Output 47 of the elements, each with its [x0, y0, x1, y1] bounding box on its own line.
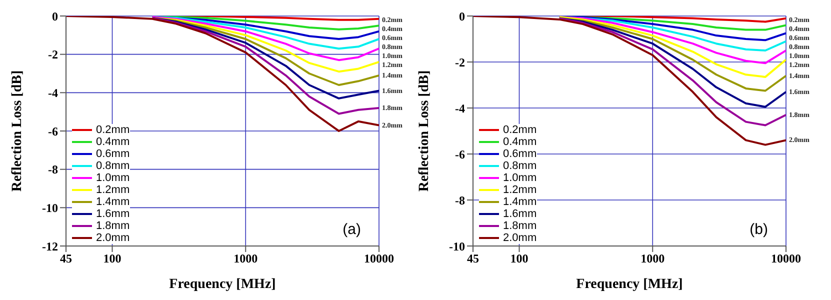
x-tick-label: 45 — [467, 252, 479, 266]
x-tick-label: 1000 — [234, 252, 258, 266]
legend-label: 1.0mm — [96, 172, 130, 184]
legend-label: 1.2mm — [503, 184, 537, 196]
annotation: (a) — [342, 221, 361, 238]
y-tick-label: -6 — [455, 147, 465, 162]
y-tick-label: -10 — [42, 200, 58, 215]
y-tick-label: -10 — [449, 239, 465, 254]
y-tick-label: 0 — [459, 9, 465, 24]
y-tick-label: -12 — [42, 239, 58, 254]
x-axis-title: Frequency [MHz] — [169, 277, 276, 292]
legend-label: 1.0mm — [503, 172, 537, 184]
legend-label: 1.8mm — [96, 220, 130, 232]
legend-label: 1.6mm — [503, 208, 537, 220]
legend-label: 2.0mm — [503, 232, 537, 244]
legend-label: 0.6mm — [96, 148, 130, 160]
y-tick-label: -2 — [48, 48, 58, 62]
y-tick-label: 0 — [52, 9, 58, 24]
legend-label: 1.2mm — [96, 184, 130, 196]
x-tick-label: 100 — [510, 252, 528, 266]
x-axis-title: Frequency [MHz] — [576, 277, 683, 292]
legend-label: 2.0mm — [96, 232, 130, 244]
y-tick-label: -8 — [48, 162, 58, 177]
y-tick-label: -2 — [455, 55, 465, 70]
legend-label: 1.4mm — [96, 196, 130, 208]
legend-label: 0.8mm — [96, 160, 130, 172]
x-tick-label: 45 — [60, 252, 72, 266]
x-tick-label: 10000 — [771, 252, 801, 266]
x-tick-label: 1000 — [640, 252, 665, 266]
annotation: (b) — [750, 221, 768, 238]
y-tick-label: -6 — [48, 124, 58, 138]
y-tick-label: -8 — [455, 193, 465, 208]
legend-label: 1.6mm — [96, 208, 130, 220]
legend-label: 0.4mm — [503, 136, 537, 148]
x-tick-label: 10000 — [364, 252, 394, 266]
legend-label: 1.8mm — [503, 220, 537, 232]
legend-label: 0.8mm — [503, 160, 537, 172]
legend-label: 0.6mm — [503, 148, 537, 160]
legend-label: 0.4mm — [96, 136, 130, 148]
legend-label: 0.2mm — [503, 124, 537, 136]
legend-label: 1.4mm — [503, 196, 537, 208]
legend-label: 0.2mm — [96, 124, 130, 136]
y-tick-label: -4 — [48, 86, 58, 100]
y-tick-label: -4 — [455, 101, 465, 116]
y-axis-title: Reflection Loss [dB] — [416, 70, 432, 192]
x-tick-label: 100 — [103, 252, 122, 266]
y-axis-title: Reflection Loss [dB] — [10, 70, 25, 192]
